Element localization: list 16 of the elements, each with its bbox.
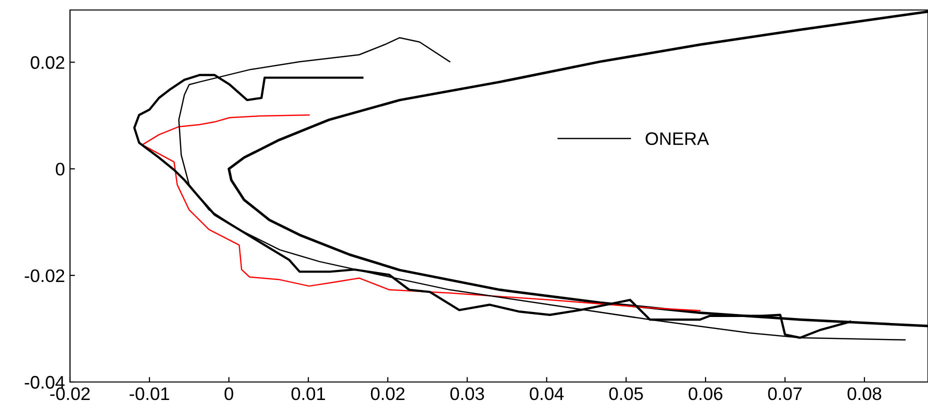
x-tick-label: 0.06 bbox=[688, 387, 722, 400]
y-tick-label: -0.02 bbox=[24, 269, 64, 282]
x-tick-label: 0.02 bbox=[370, 387, 404, 400]
legend-label: ONERA bbox=[646, 132, 709, 146]
x-tick-label: -0.02 bbox=[50, 387, 90, 400]
x-tick-label: 0.01 bbox=[291, 387, 326, 400]
x-tick-label: 0.07 bbox=[768, 387, 802, 400]
x-tick-label: 0 bbox=[224, 387, 234, 400]
y-tick-label: 0 bbox=[56, 162, 64, 176]
x-tick-label: -0.01 bbox=[130, 387, 170, 400]
x-tick-label: 0.05 bbox=[609, 387, 643, 400]
y-tick-label: -0.04 bbox=[24, 376, 65, 389]
x-tick-label: 0.08 bbox=[848, 387, 882, 400]
y-tick-label: 0.02 bbox=[30, 56, 64, 69]
x-tick-label: 0.03 bbox=[450, 387, 484, 400]
x-tick-label: 0.04 bbox=[530, 387, 564, 400]
